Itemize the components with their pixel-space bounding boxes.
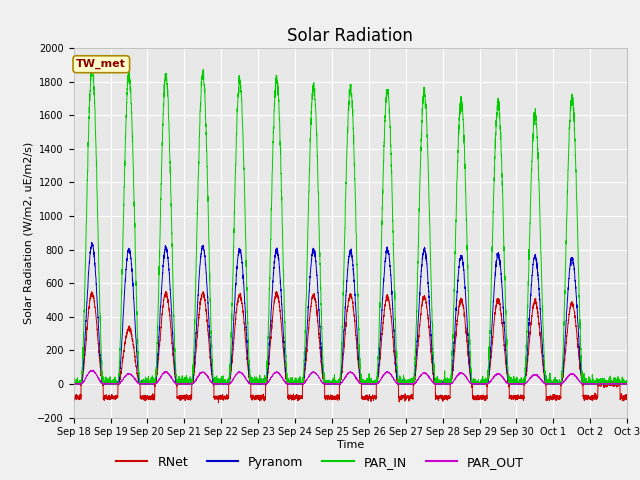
Pyranom	[70, 381, 77, 387]
Pyranom	[88, 240, 95, 245]
PAR_OUT	[506, 381, 514, 386]
PAR_OUT	[170, 378, 177, 384]
RNet	[330, 395, 338, 400]
Pyranom	[475, 381, 483, 387]
Line: Pyranom: Pyranom	[74, 242, 627, 384]
RNet	[162, 288, 170, 294]
Pyranom	[623, 381, 630, 387]
Pyranom	[506, 379, 514, 384]
Line: RNet: RNet	[74, 291, 627, 403]
PAR_IN	[506, 381, 514, 387]
RNet	[506, 394, 514, 400]
PAR_IN	[70, 380, 77, 385]
Text: TW_met: TW_met	[76, 59, 126, 69]
Pyranom	[170, 342, 177, 348]
RNet	[170, 354, 177, 360]
Line: PAR_IN: PAR_IN	[74, 65, 627, 384]
PAR_OUT	[475, 381, 483, 386]
Line: PAR_OUT: PAR_OUT	[74, 370, 627, 384]
RNet	[214, 400, 222, 406]
PAR_IN	[330, 381, 338, 387]
PAR_IN	[88, 62, 95, 68]
PAR_OUT	[330, 381, 338, 386]
Pyranom	[330, 377, 338, 383]
RNet	[70, 392, 77, 398]
PAR_IN	[444, 379, 452, 384]
RNet	[444, 396, 452, 402]
Legend: RNet, Pyranom, PAR_IN, PAR_OUT: RNet, Pyranom, PAR_IN, PAR_OUT	[111, 451, 529, 474]
PAR_IN	[170, 295, 177, 300]
PAR_OUT	[70, 381, 77, 386]
PAR_IN	[623, 378, 630, 384]
PAR_OUT	[623, 381, 630, 387]
PAR_IN	[623, 381, 631, 387]
RNet	[475, 395, 483, 400]
Pyranom	[444, 380, 452, 386]
Pyranom	[623, 381, 631, 387]
PAR_OUT	[90, 367, 97, 373]
RNet	[623, 396, 631, 402]
PAR_IN	[70, 381, 77, 387]
PAR_IN	[475, 381, 483, 387]
PAR_OUT	[623, 381, 631, 387]
PAR_OUT	[444, 381, 452, 387]
X-axis label: Time: Time	[337, 440, 364, 450]
PAR_OUT	[70, 381, 77, 387]
Title: Solar Radiation: Solar Radiation	[287, 27, 413, 45]
Y-axis label: Solar Radiation (W/m2, uE/m2/s): Solar Radiation (W/m2, uE/m2/s)	[23, 142, 33, 324]
RNet	[623, 396, 630, 402]
